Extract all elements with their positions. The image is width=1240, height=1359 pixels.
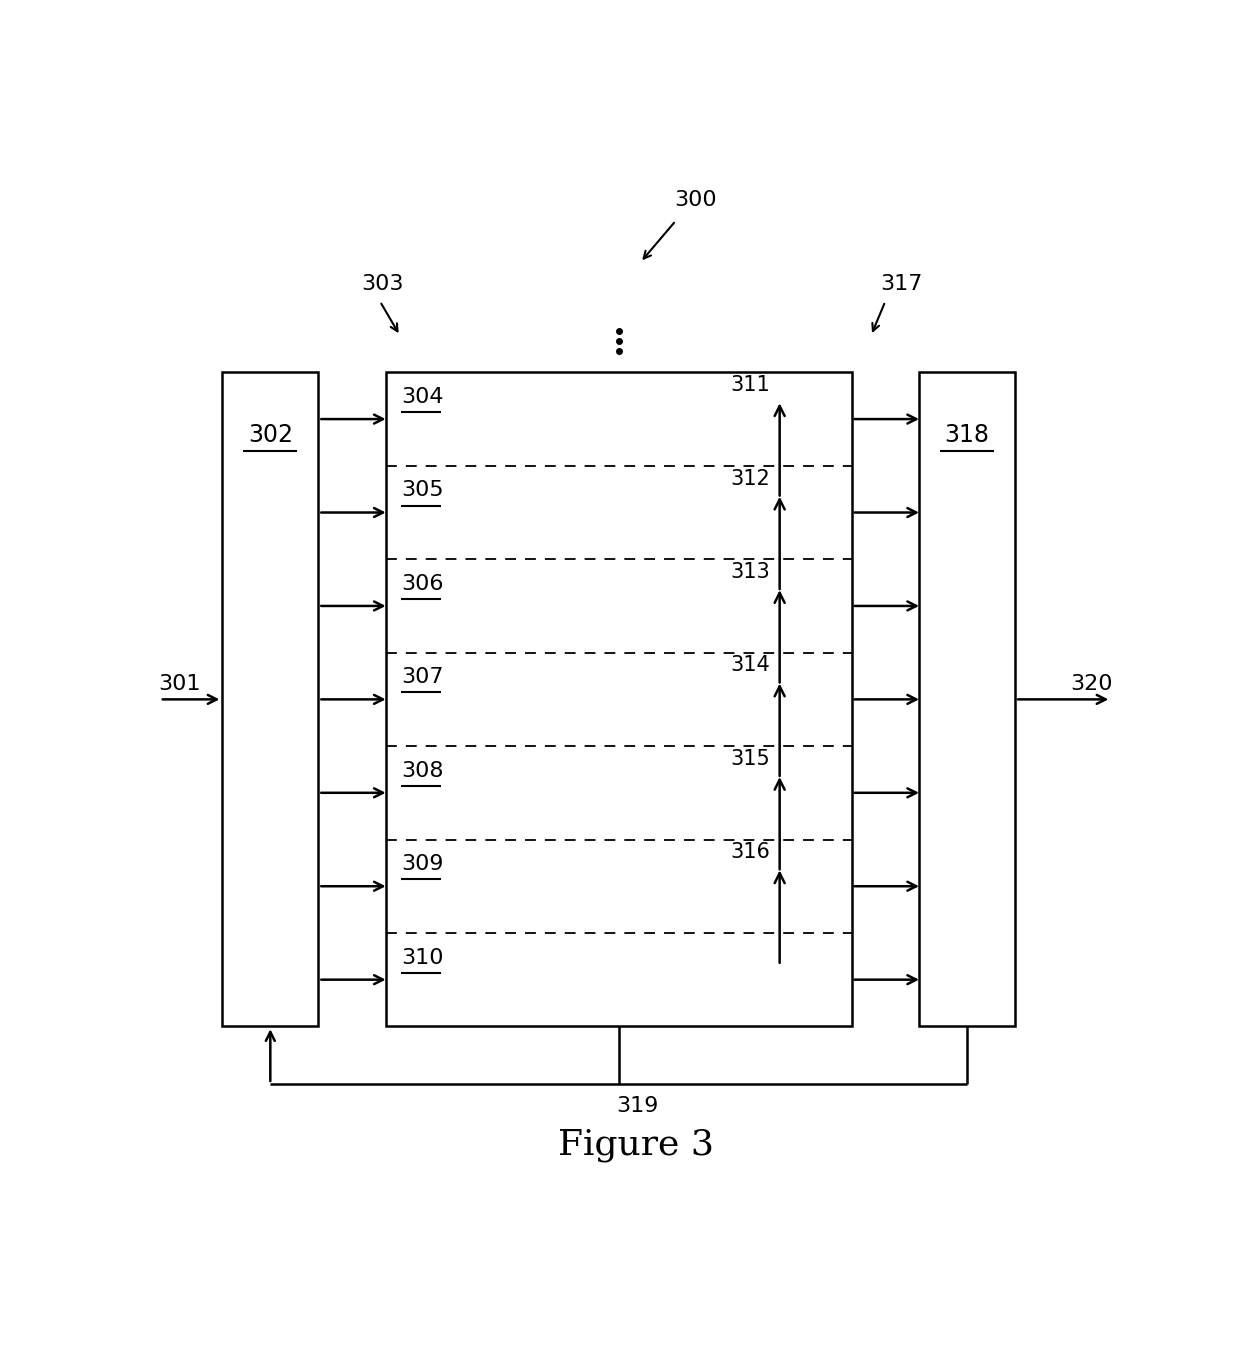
Text: 312: 312 — [730, 469, 770, 489]
Text: 303: 303 — [362, 275, 404, 294]
Text: 313: 313 — [730, 563, 770, 582]
Text: 318: 318 — [945, 423, 990, 447]
Text: 301: 301 — [157, 674, 201, 694]
Text: 316: 316 — [730, 843, 770, 863]
Text: 317: 317 — [880, 275, 923, 294]
Text: 305: 305 — [401, 481, 444, 500]
Bar — [222, 372, 319, 1026]
Text: 300: 300 — [675, 190, 717, 211]
Text: 310: 310 — [401, 947, 444, 968]
Text: 314: 314 — [730, 655, 770, 675]
Text: 311: 311 — [730, 375, 770, 395]
Text: 309: 309 — [401, 855, 444, 874]
Text: 315: 315 — [730, 749, 770, 769]
Text: 302: 302 — [248, 423, 293, 447]
Bar — [919, 372, 1016, 1026]
Text: 308: 308 — [401, 761, 444, 780]
Text: 307: 307 — [401, 667, 444, 688]
Text: 319: 319 — [616, 1097, 660, 1117]
Bar — [386, 372, 852, 1026]
Text: Figure 3: Figure 3 — [558, 1128, 713, 1162]
Text: 304: 304 — [401, 387, 444, 406]
Text: 306: 306 — [401, 573, 444, 594]
Text: 320: 320 — [1070, 674, 1114, 694]
